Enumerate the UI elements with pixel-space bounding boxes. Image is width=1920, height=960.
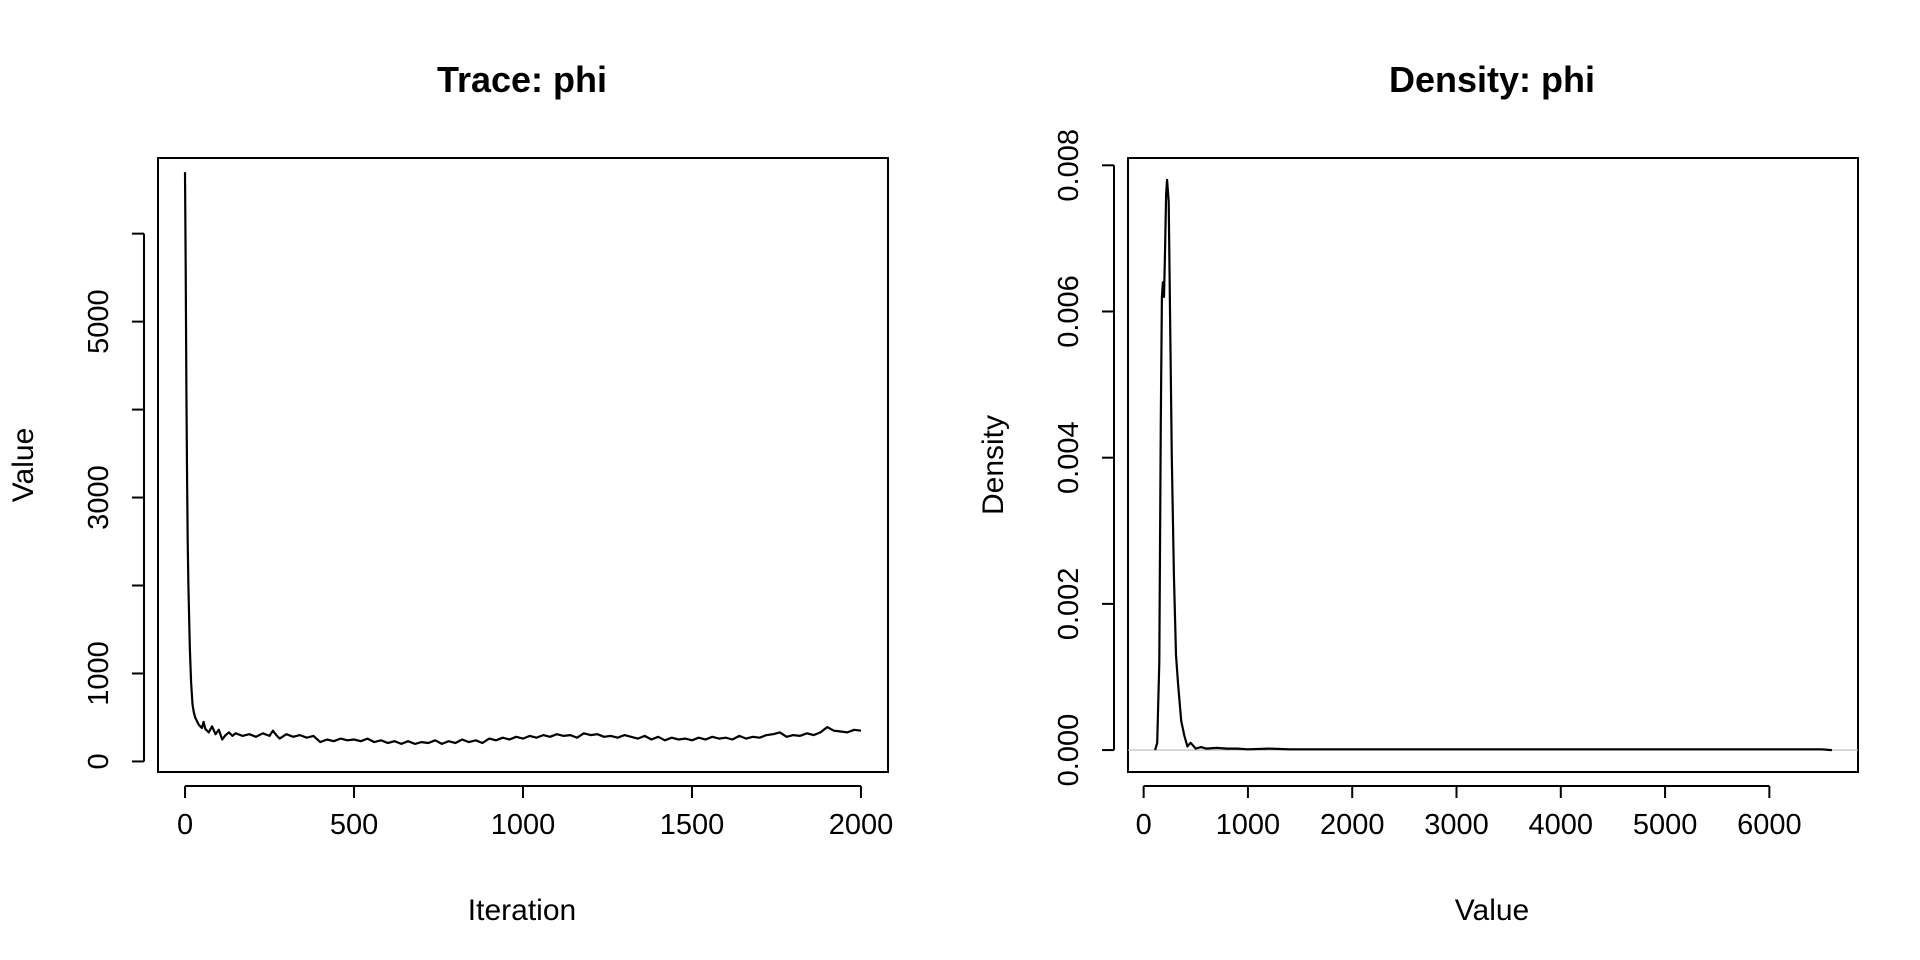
trace-x-tick-label: 500 (330, 809, 378, 841)
trace-x-axis-label: Iteration (468, 894, 576, 927)
trace-plot-frame (157, 157, 889, 773)
density-x-tick-label: 0 (1136, 809, 1152, 841)
density-y-tick-label: 0.000 (1053, 714, 1085, 787)
density-x-axis: 0 1000 2000 3000 4000 5000 6000 (1136, 785, 1802, 841)
trace-y-tick-label: 5000 (83, 289, 115, 354)
trace-y-axis: 0 1000 3000 5000 (83, 232, 145, 770)
trace-y-tick-label: 1000 (83, 641, 115, 706)
density-y-tick-label: 0.008 (1053, 129, 1085, 202)
density-x-tick-label: 6000 (1737, 809, 1802, 841)
density-y-axis: 0.000 0.002 0.004 0.006 0.008 (1053, 129, 1115, 787)
density-y-tick-label: 0.002 (1053, 568, 1085, 641)
density-x-tick-label: 3000 (1424, 809, 1489, 841)
trace-y-axis-label: Value (7, 428, 40, 503)
trace-x-tick-label: 1500 (660, 809, 725, 841)
density-x-axis-label: Value (1455, 894, 1530, 927)
trace-y-tick-label: 0 (83, 753, 115, 769)
trace-y-tick-label: 3000 (83, 465, 115, 530)
trace-x-axis: 0 500 1000 1500 2000 (177, 785, 894, 841)
density-plot-frame (1127, 157, 1859, 773)
density-x-tick-label: 1000 (1216, 809, 1281, 841)
trace-x-tick-label: 0 (177, 809, 193, 841)
density-y-tick-label: 0.006 (1053, 275, 1085, 348)
density-y-axis-label: Density (977, 415, 1010, 515)
density-title: Density: phi (1389, 59, 1595, 100)
density-panel: Density: phi 0 1000 2000 3000 4000 5000 6000 0… (977, 59, 1859, 927)
density-series-line (1154, 178, 1832, 752)
trace-x-tick-label: 1000 (491, 809, 556, 841)
trace-title: Trace: phi (437, 59, 607, 100)
density-x-tick-label: 4000 (1529, 809, 1594, 841)
density-x-tick-label: 5000 (1633, 809, 1698, 841)
trace-panel: Trace: phi 0 500 1000 1500 2000 0 1000 3000 500… (7, 59, 893, 927)
trace-x-tick-label: 2000 (829, 809, 894, 841)
density-x-tick-label: 2000 (1320, 809, 1385, 841)
density-y-tick-label: 0.004 (1053, 421, 1085, 494)
trace-series-line (183, 172, 862, 745)
